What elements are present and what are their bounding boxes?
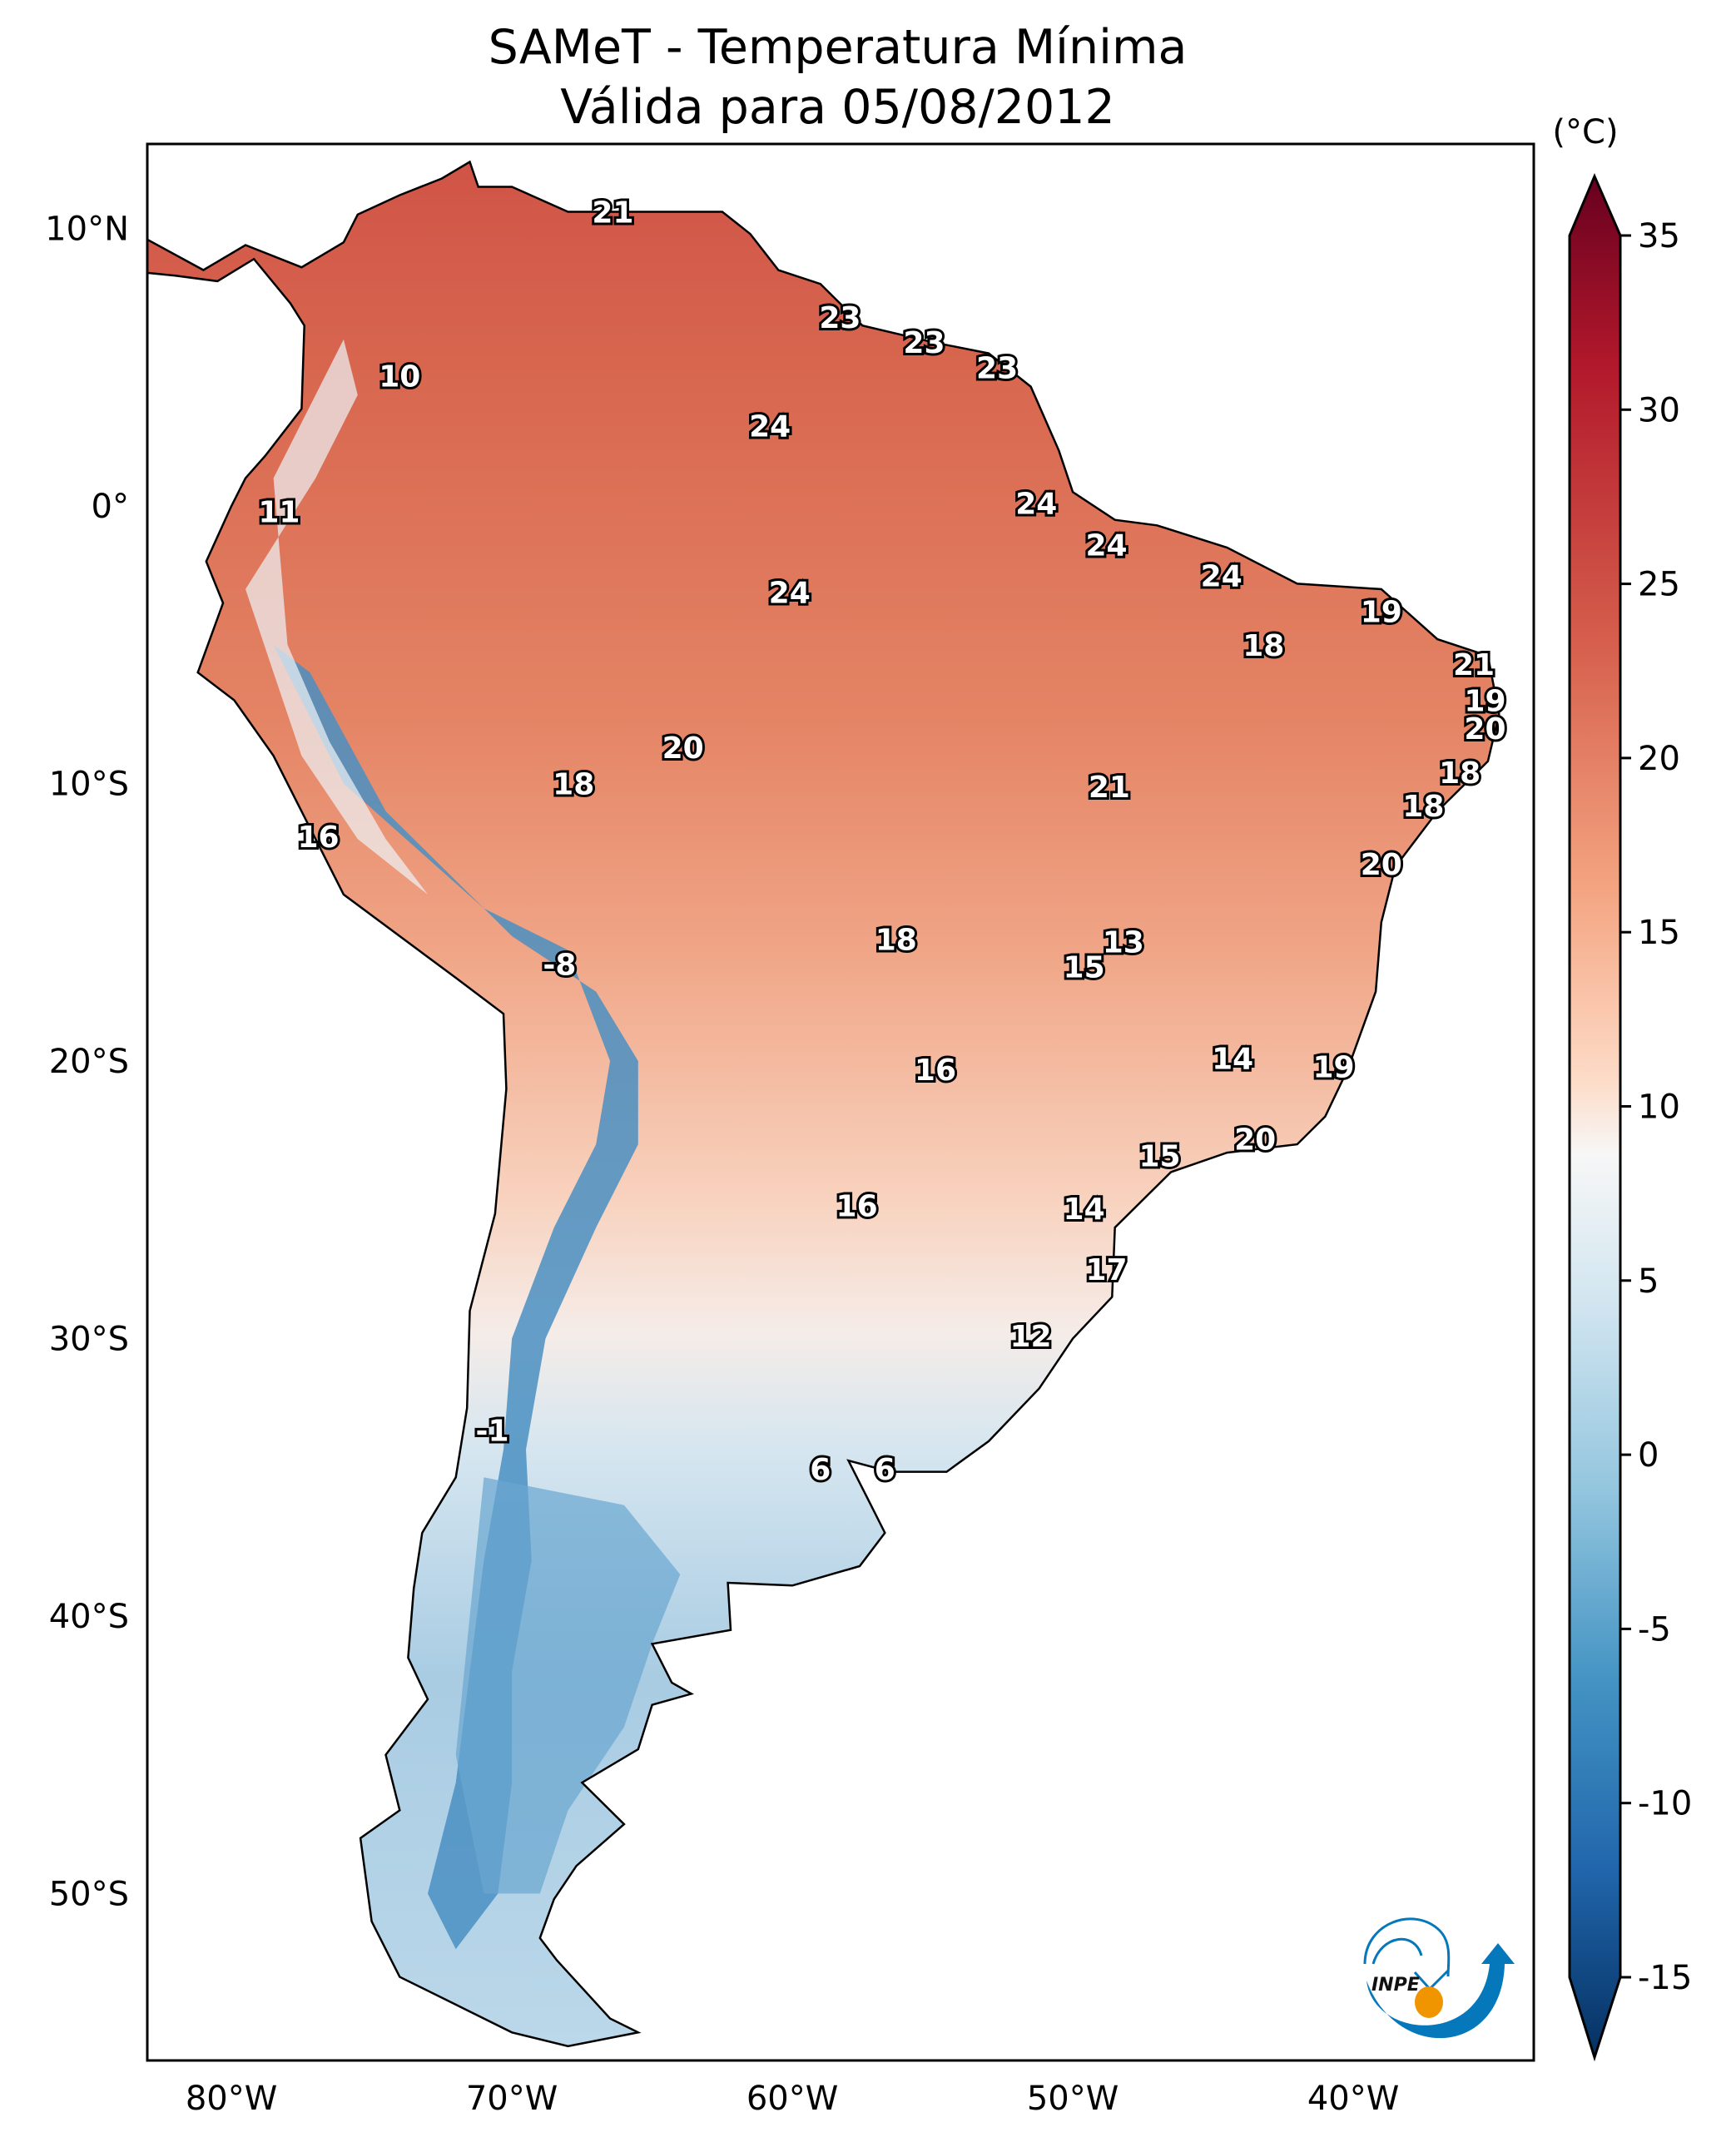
contour-label: 15	[1064, 951, 1105, 985]
contour-label: 21	[1089, 771, 1130, 805]
andes-cold-margin	[246, 339, 428, 895]
map-subtitle: Válida para 05/08/2012	[560, 80, 1115, 135]
contour-label: 18	[1242, 629, 1284, 663]
contour-label: 18	[1439, 756, 1481, 791]
contour-label: 24	[769, 576, 811, 610]
contour-label: 24	[1085, 529, 1127, 563]
contour-label: 13	[1103, 926, 1144, 960]
colorbar-tick-label: -5	[1638, 1610, 1671, 1649]
inpe-logo-text: INPE	[1371, 1975, 1420, 1996]
contour-label: 12	[1009, 1320, 1051, 1354]
contour-label: 18	[875, 923, 917, 957]
contour-label: 18	[553, 768, 594, 802]
lat-tick-label: 10°N	[45, 211, 129, 249]
contour-label: -1	[476, 1415, 509, 1449]
contour-label: 16	[298, 821, 340, 855]
contour-label: 16	[915, 1054, 956, 1088]
lon-tick-label: 40°W	[1307, 2080, 1399, 2118]
colorbar-tick-label: 30	[1638, 391, 1680, 429]
lat-tick-label: 20°S	[49, 1043, 129, 1081]
coastline	[147, 160, 1500, 2048]
contour-label: 20	[662, 731, 704, 766]
contour-label: 23	[819, 301, 861, 335]
axes: 80°W 70°W 60°W 50°W 40°W 10°N 0° 10°S 20°S 30°S 40…	[45, 211, 1399, 2119]
colorbar-fill	[1568, 173, 1622, 2062]
contour-label: 20	[1234, 1123, 1276, 1157]
contour-label: 24	[749, 409, 791, 444]
colorbar-tick-label: 10	[1638, 1088, 1680, 1127]
colorbar-tick-label: -10	[1638, 1785, 1692, 1823]
contour-label: 24	[1201, 559, 1242, 593]
contour-label: 23	[903, 326, 945, 360]
lat-tick-label: 40°S	[49, 1598, 129, 1636]
colorbar-tick-label: 35	[1638, 217, 1680, 255]
contour-label: 18	[1402, 790, 1444, 824]
map-title: SAMeT - Temperatura Mínima	[488, 20, 1188, 75]
contour-label: 20	[1464, 712, 1505, 746]
map-frame	[146, 142, 1535, 2062]
lon-tick-label: 80°W	[186, 2080, 277, 2118]
contour-label: 19	[1464, 684, 1505, 718]
inpe-logo: INPE	[1363, 1917, 1515, 2039]
contour-label: 11	[258, 496, 300, 530]
contour-label: 6	[810, 1453, 831, 1487]
lon-tick-label: 70°W	[466, 2080, 558, 2118]
colorbar-tick-label: 20	[1638, 740, 1680, 778]
contour-label: 16	[836, 1189, 878, 1223]
lat-tick-label: 50°S	[49, 1876, 129, 1914]
colorbar-tick-label: 0	[1638, 1436, 1659, 1475]
contour-label: 15	[1139, 1139, 1181, 1173]
lat-tick-label: 30°S	[49, 1321, 129, 1359]
contour-label: 23	[976, 351, 1018, 385]
colorbar-tick-label: -15	[1638, 1959, 1692, 1997]
contour-label: 14	[1212, 1043, 1253, 1077]
patagonia-cold-region	[455, 1477, 681, 1894]
contour-label: 21	[592, 196, 633, 230]
lat-tick-label: 10°S	[49, 766, 129, 804]
temperature-field	[147, 161, 1500, 2046]
colorbar-tick-label: 15	[1638, 914, 1680, 952]
lat-tick-label: 0°	[92, 488, 129, 526]
colorbar: (°C) 35 30 25 20 15 10 5 0 -5 -10 -15	[1552, 113, 1692, 2062]
contour-label: 20	[1361, 848, 1402, 882]
contour-label: 14	[1064, 1193, 1105, 1227]
contour-label: -8	[543, 948, 576, 982]
contour-label: 19	[1361, 596, 1402, 630]
contour-label: 21	[1453, 648, 1495, 682]
contour-label: 19	[1312, 1051, 1354, 1085]
lon-tick-label: 60°W	[746, 2080, 838, 2118]
colorbar-tick-label: 25	[1638, 566, 1680, 604]
contour-label: 6	[875, 1453, 895, 1487]
lon-tick-label: 50°W	[1027, 2080, 1118, 2118]
colorbar-tick-label: 5	[1638, 1262, 1659, 1301]
contour-label: 10	[379, 359, 420, 394]
contour-label: 17	[1085, 1253, 1127, 1287]
colorbar-label: (°C)	[1552, 113, 1618, 151]
contour-label: 24	[1015, 488, 1057, 522]
